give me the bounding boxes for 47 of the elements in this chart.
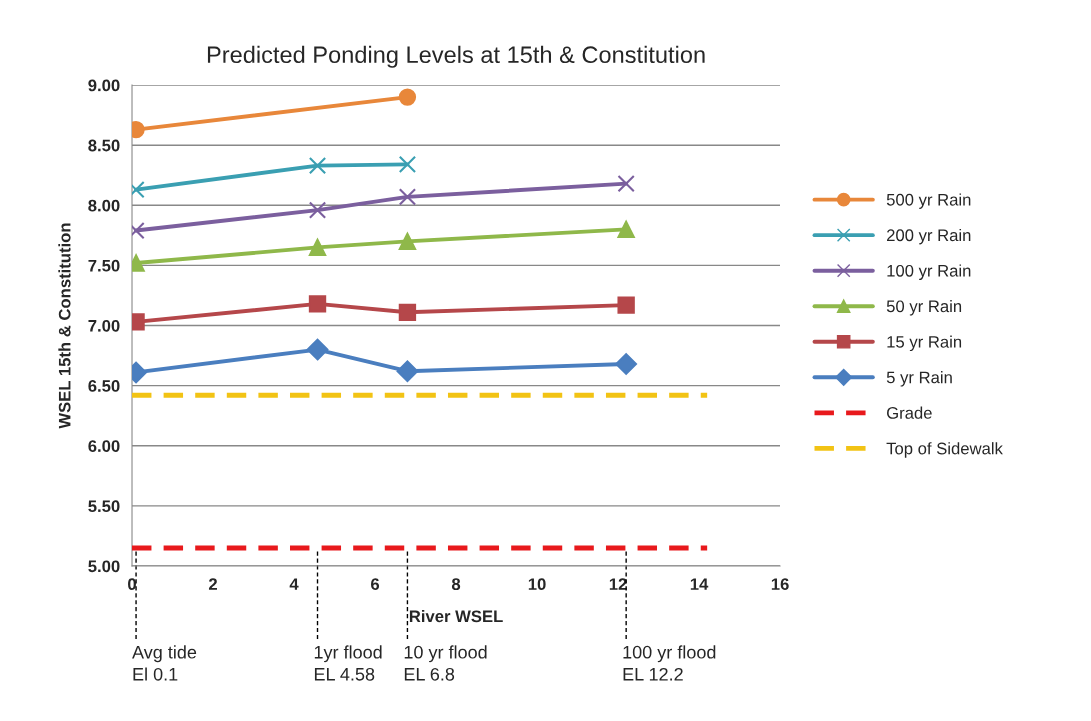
y-tick-label: 5.00	[88, 560, 120, 573]
point	[617, 174, 635, 193]
point	[306, 338, 329, 361]
x-tick-label: 16	[771, 578, 789, 591]
point	[308, 156, 327, 175]
x-tick-label: 10	[528, 578, 546, 591]
y-tick-label: 9.00	[88, 79, 120, 92]
point	[308, 295, 327, 313]
point	[398, 232, 417, 251]
y-tick-label: 8.00	[88, 199, 120, 212]
point	[398, 303, 417, 321]
x-axis-title: River WSEL	[409, 609, 503, 623]
x-tick-label: 6	[371, 578, 380, 591]
legend-label: 100 yr Rain	[887, 264, 971, 280]
ref-line-label: 10 yr flood EL 6.8	[404, 645, 487, 681]
legend-label: Top of Sidewalk	[886, 442, 1003, 458]
y-tick-label: 7.00	[88, 319, 120, 332]
point	[398, 188, 417, 206]
y-tick-label: 7.50	[88, 259, 120, 272]
point	[615, 353, 638, 375]
chart-title: Predicted Ponding Levels at 15th & Constitution	[207, 45, 705, 68]
x-tick-label: 14	[690, 578, 709, 590]
legend-label: 50 yr Rain	[886, 300, 962, 316]
y-tick-label: 5.50	[88, 500, 120, 513]
legend-label: 5 yr Rain	[886, 371, 952, 387]
x-tick-label: 2	[208, 578, 217, 590]
point	[398, 155, 417, 174]
y-tick-label: 8.50	[88, 139, 120, 152]
point	[617, 296, 635, 314]
x-tick-label: 12	[609, 578, 627, 590]
x-tick-label: 0	[128, 578, 136, 591]
legend-label: 15 yr Rain	[887, 335, 962, 352]
ref-line-label: Avg tide El 0.1	[132, 645, 197, 681]
y-tick-label: 6.50	[88, 380, 120, 392]
legend-label: 200 yr Rain	[887, 228, 971, 245]
point	[308, 201, 327, 219]
y-axis-title: WSEL 15th & Constitution	[58, 223, 71, 429]
legend-label: 500 yr Rain	[886, 193, 971, 209]
point	[308, 238, 327, 257]
y-tick-label: 6.00	[88, 440, 120, 452]
point	[617, 220, 635, 239]
ref-line-label: 100 yr flood EL 12.2	[623, 645, 716, 681]
point	[396, 360, 419, 383]
ref-line-label: 1yr flood EL 4.58	[314, 645, 382, 681]
x-tick-label: 4	[289, 578, 299, 590]
x-tick-label: 8	[451, 578, 461, 591]
legend-label: Grade	[887, 406, 932, 419]
